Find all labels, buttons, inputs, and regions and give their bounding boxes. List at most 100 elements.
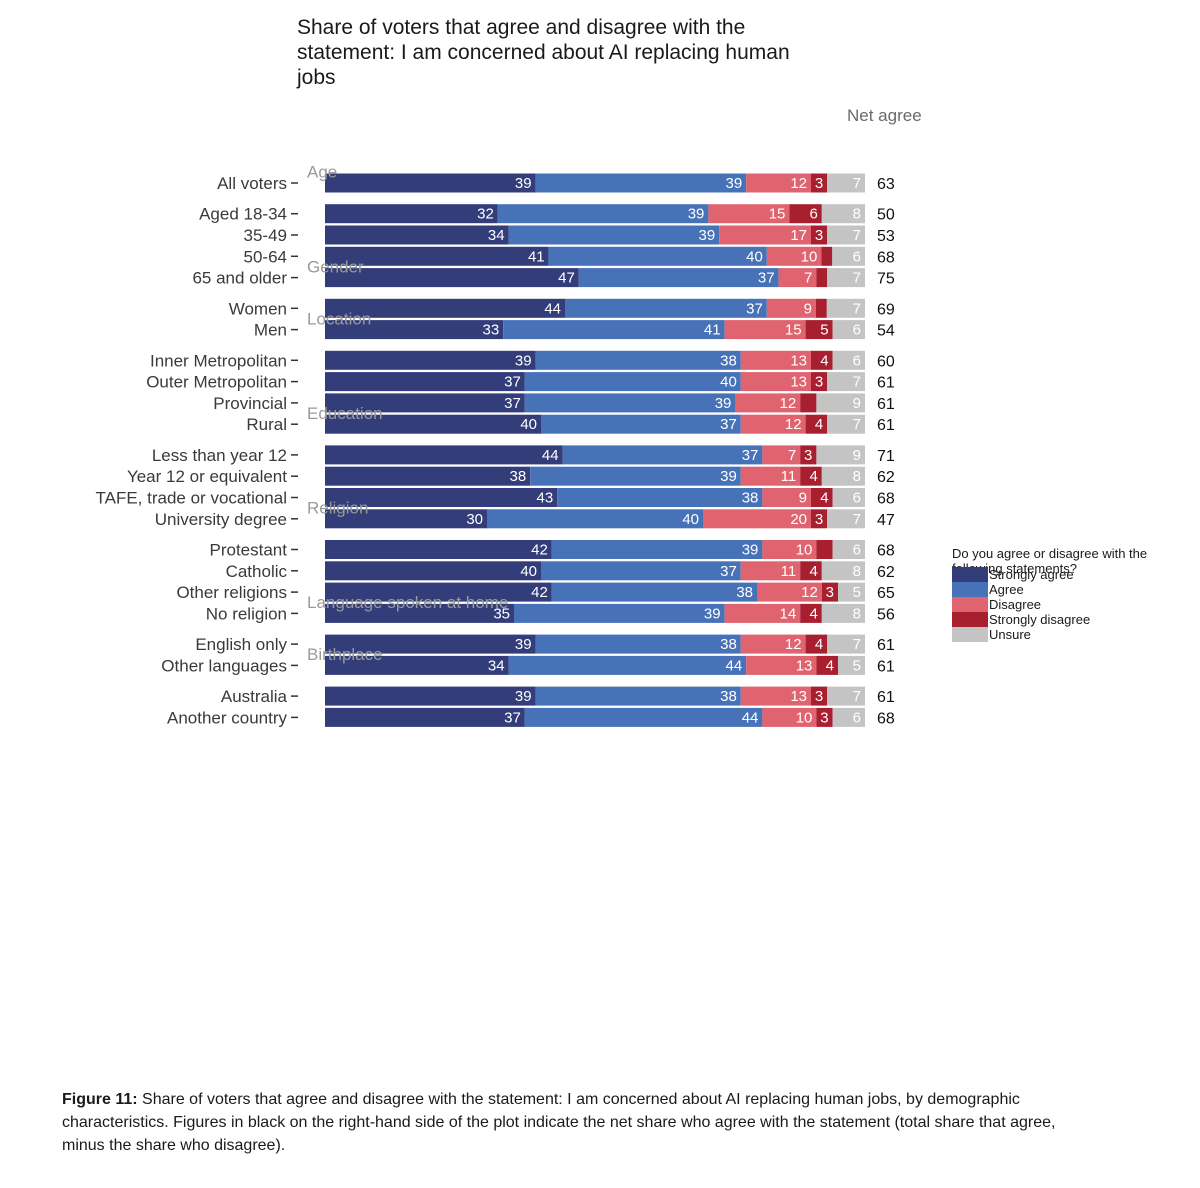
net-agree-value: 61	[877, 689, 895, 706]
segment-value-label: 34	[488, 657, 505, 674]
segment-value-label: 13	[796, 657, 813, 674]
segment-value-label: 35	[493, 605, 510, 622]
segment-value-label: 37	[720, 563, 737, 580]
net-agree-value: 60	[877, 353, 895, 370]
bar-segment-strongly-disagree	[811, 686, 828, 706]
bar-segment-strongly-disagree	[811, 225, 828, 245]
bar-segment-strongly-disagree	[811, 372, 828, 392]
segment-value-label: 3	[820, 709, 828, 726]
segment-value-label: 7	[853, 227, 861, 244]
bar-segment-agree	[497, 204, 709, 224]
bar-segment-strongly-agree	[325, 561, 541, 581]
segment-value-label: 39	[515, 636, 532, 653]
net-agree-value: 68	[877, 491, 895, 508]
segment-value-label: 39	[699, 227, 716, 244]
bar-segment-strongly-disagree	[800, 603, 822, 623]
bar-segment-strongly-disagree	[805, 414, 828, 434]
bar-segment-strongly-disagree	[816, 707, 833, 727]
bar-segment-agree	[565, 298, 767, 318]
bar-segment-strongly-disagree	[789, 204, 822, 224]
bar-segment-unsure	[821, 204, 865, 224]
legend-entry-label: Strongly agree	[989, 567, 1074, 582]
group-label: Location	[307, 309, 371, 328]
segment-value-label: 3	[815, 175, 823, 192]
bar-segment-strongly-disagree	[811, 173, 828, 193]
bar-segment-disagree	[766, 298, 816, 318]
category-label: TAFE, trade or vocational	[96, 489, 288, 508]
segment-value-label: 41	[704, 322, 721, 339]
segment-value-label: 44	[742, 709, 759, 726]
segment-value-label: 38	[736, 584, 753, 601]
bar-segment-strongly-disagree	[816, 655, 838, 675]
category-label: Another country	[167, 708, 288, 727]
segment-value-label: 40	[520, 563, 537, 580]
segment-value-label: 37	[746, 300, 763, 317]
segment-value-label: 3	[804, 447, 812, 464]
segment-value-label: 30	[466, 511, 483, 528]
bar-segment-unsure	[827, 372, 865, 392]
net-agree-header: Net agree	[847, 106, 922, 125]
segment-value-label: 4	[820, 490, 828, 507]
bar-segment-strongly-disagree	[816, 540, 833, 559]
bar-segment-unsure	[821, 561, 865, 581]
segment-value-label: 41	[528, 248, 545, 265]
bar-segment-unsure	[821, 466, 865, 486]
bar-segment-strongly-agree	[325, 268, 579, 288]
legend-swatch	[952, 597, 988, 612]
bar-segment-disagree	[740, 561, 801, 581]
legend-swatch	[952, 567, 988, 582]
segment-value-label: 37	[504, 395, 521, 412]
segment-value-label: 39	[742, 542, 759, 559]
segment-value-label: 6	[853, 248, 861, 265]
bar-segment-strongly-agree	[325, 582, 552, 602]
segment-value-label: 13	[790, 374, 807, 391]
bar-segment-unsure	[832, 350, 865, 370]
segment-value-label: 44	[726, 657, 743, 674]
category-label: Rural	[246, 415, 287, 434]
bar-segment-unsure	[832, 320, 865, 340]
legend-swatch	[952, 612, 988, 627]
group-label: Education	[307, 404, 383, 423]
bar-segment-agree	[524, 707, 763, 727]
bar-segment-strongly-agree	[325, 634, 536, 654]
bar-segment-strongly-disagree	[800, 445, 817, 465]
segment-value-label: 39	[515, 175, 532, 192]
segment-value-label: 40	[520, 416, 537, 433]
bar-segment-disagree	[778, 268, 817, 288]
segment-value-label: 6	[853, 322, 861, 339]
net-agree-value: 63	[877, 176, 895, 193]
bar-segment-strongly-agree	[325, 540, 552, 559]
bar-segment-strongly-agree	[325, 225, 509, 245]
segment-value-label: 4	[820, 352, 828, 369]
category-label: English only	[195, 635, 287, 654]
segment-value-label: 44	[542, 447, 559, 464]
net-agree-value: 68	[877, 249, 895, 266]
bar-segment-unsure	[827, 225, 865, 245]
bar-segment-unsure	[838, 582, 865, 602]
net-agree-value: 56	[877, 606, 895, 623]
segment-value-label: 5	[853, 584, 861, 601]
group-label: Age	[307, 163, 337, 182]
bar-segment-strongly-disagree	[805, 634, 828, 654]
bar-segment-unsure	[816, 393, 865, 413]
segment-value-label: 7	[853, 270, 861, 287]
segment-value-label: 7	[853, 300, 861, 317]
category-label: Outer Metropolitan	[146, 373, 287, 392]
bar-segment-disagree	[740, 466, 801, 486]
segment-value-label: 4	[815, 636, 823, 653]
bar-segment-disagree	[740, 372, 811, 392]
segment-value-label: 9	[804, 300, 812, 317]
segment-value-label: 4	[809, 605, 817, 622]
segment-value-label: 37	[504, 709, 521, 726]
bar-segment-disagree	[740, 350, 811, 370]
category-label: All voters	[217, 174, 287, 193]
net-agree-value: 47	[877, 512, 895, 529]
category-label: Other languages	[161, 656, 287, 675]
segment-value-label: 8	[853, 468, 861, 485]
bar-segment-unsure	[838, 655, 865, 675]
segment-value-label: 7	[853, 416, 861, 433]
category-label: Men	[254, 321, 287, 340]
segment-value-label: 12	[780, 395, 797, 412]
net-agree-value: 65	[877, 585, 895, 602]
category-label: 35-49	[244, 226, 287, 245]
